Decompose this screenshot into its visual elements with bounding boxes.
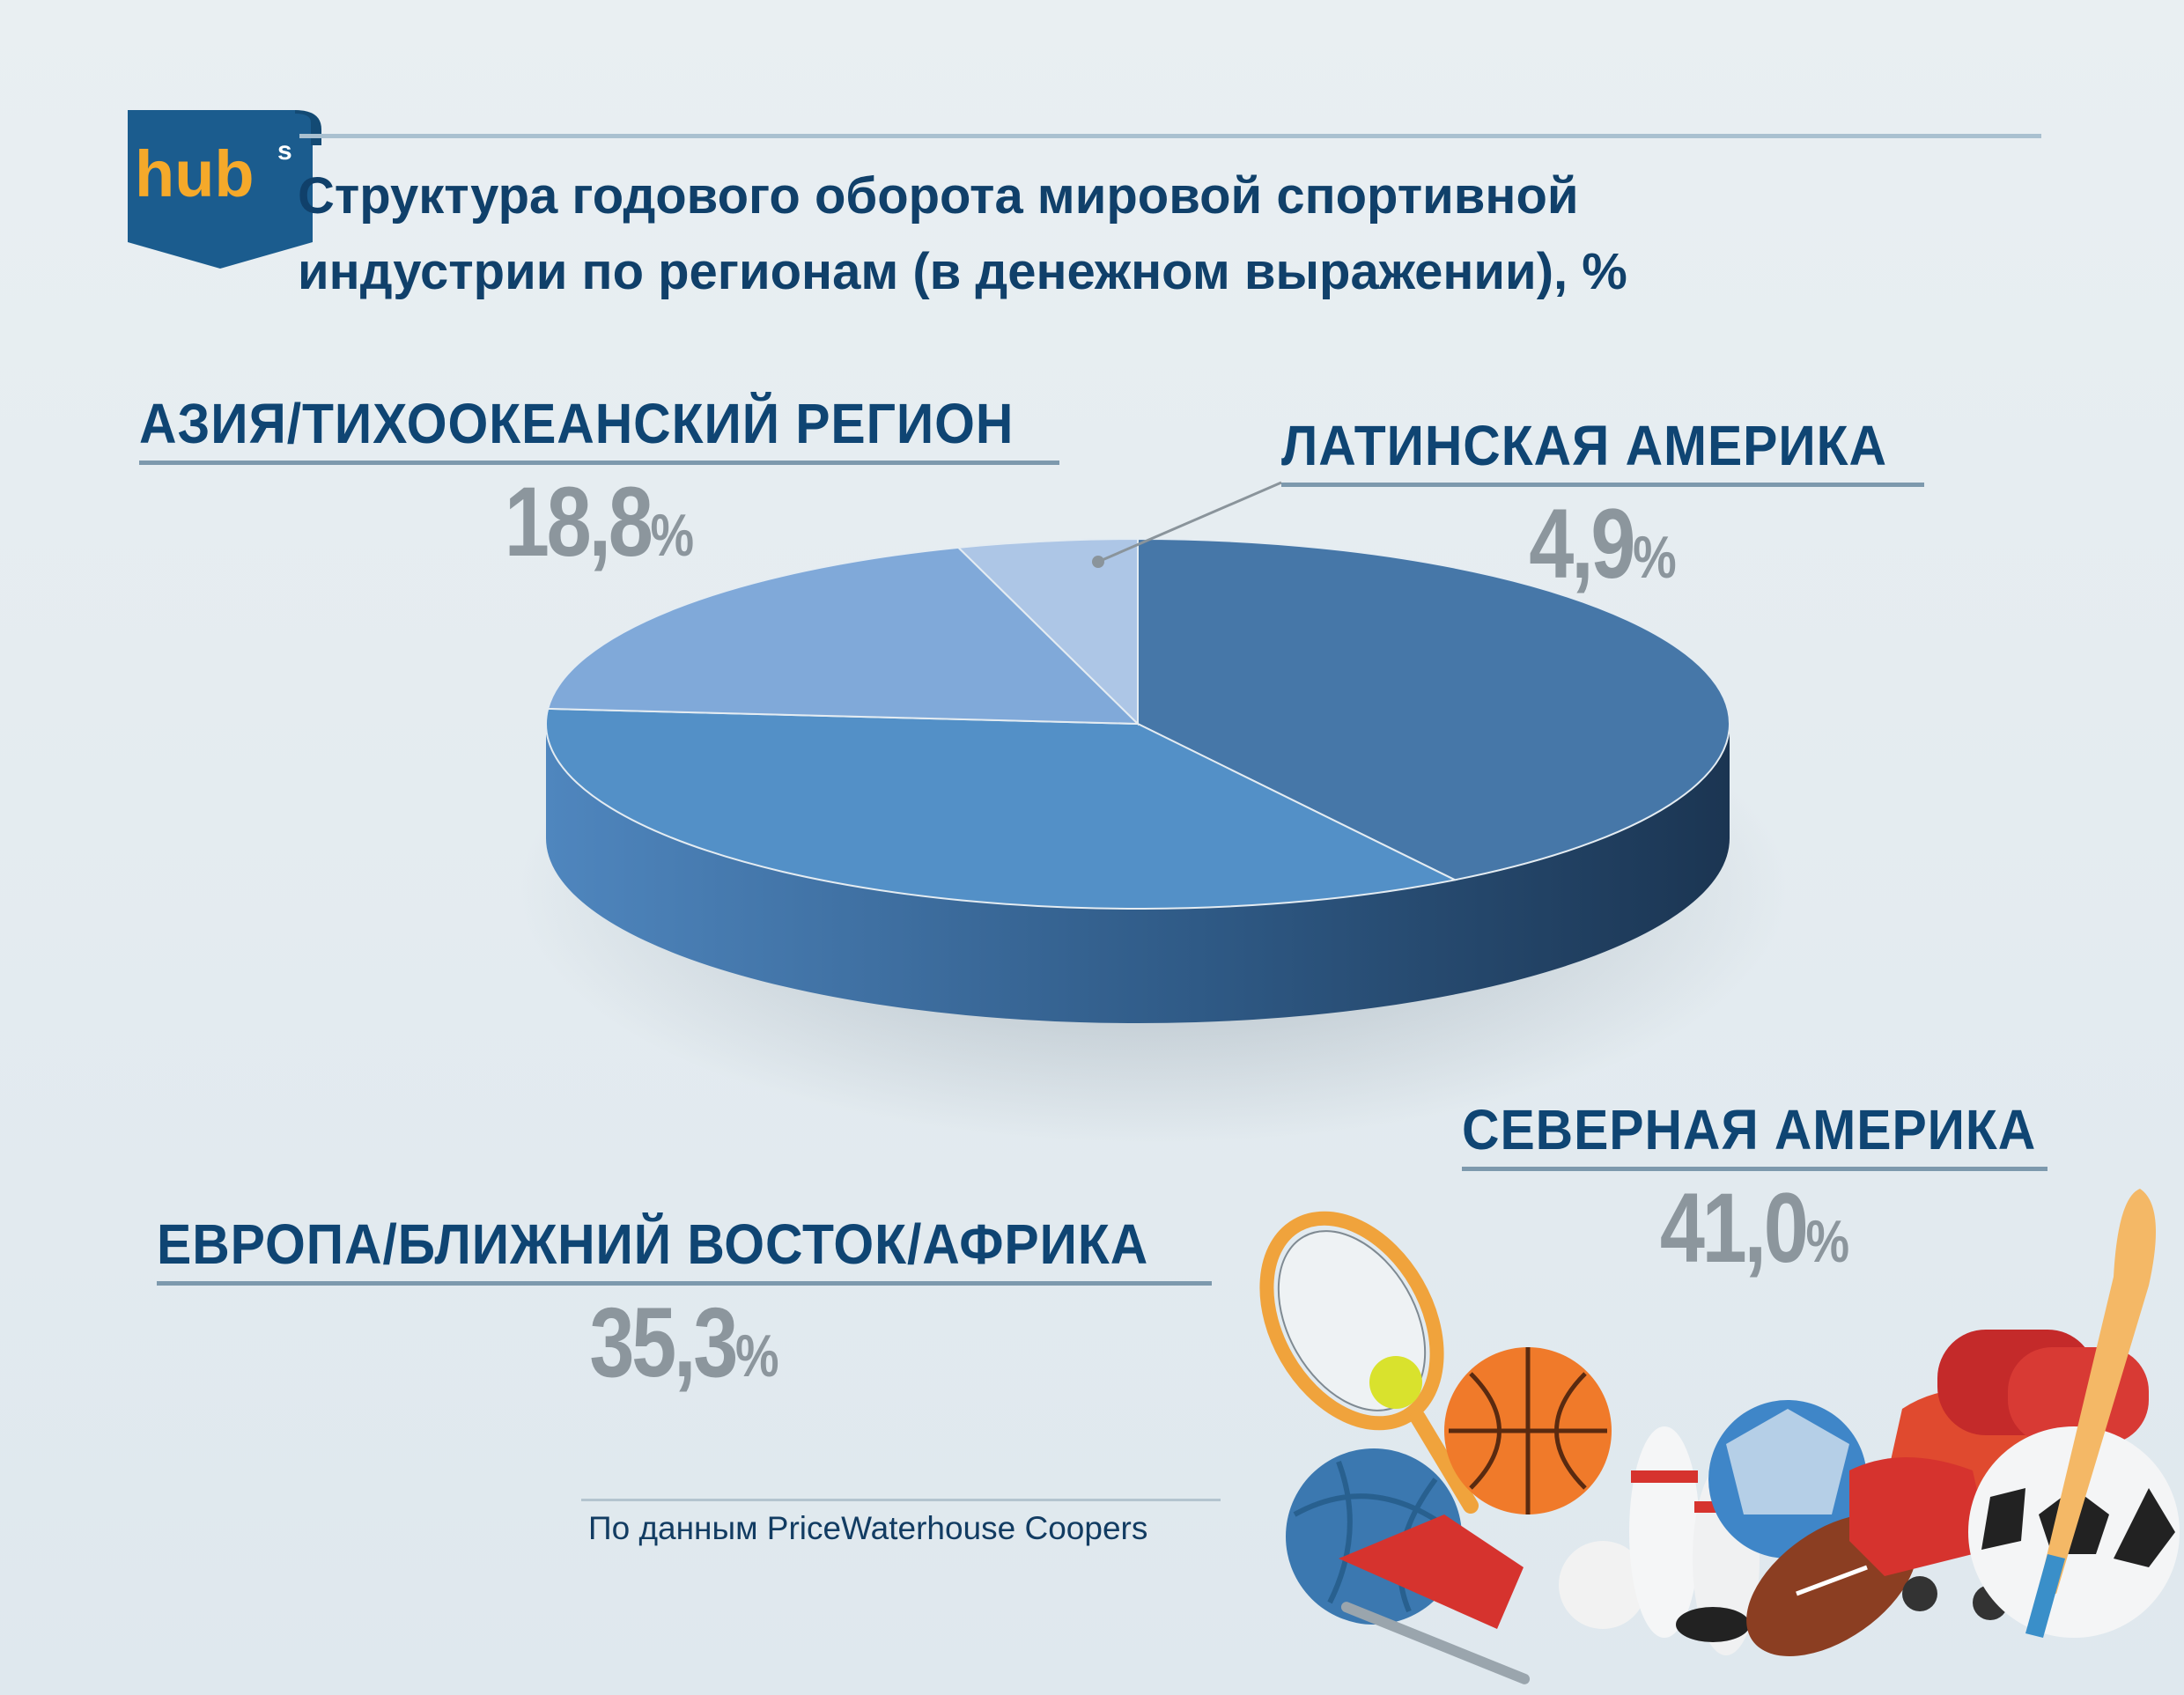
logo-text: hub	[135, 137, 255, 210]
label-asia-pacific: АЗИЯ/ТИХООКЕАНСКИЙ РЕГИОН 18,8%	[139, 390, 1059, 593]
chart-title-line-2: индустрии по регионам (в денежном выраже…	[298, 243, 1627, 300]
hockey-puck-icon	[1676, 1607, 1750, 1642]
pie-slice-1	[545, 707, 1458, 910]
header-divider	[299, 134, 2041, 138]
slice-value-latin-america: 4,9%	[1529, 489, 1677, 599]
hubs-logo: hub s	[128, 110, 321, 269]
slice-value-europe-middle-east-africa: 35,3%	[589, 1287, 779, 1397]
latam-leader-dot	[1092, 556, 1104, 568]
slice-label-north-america: СЕВЕРНАЯ АМЕРИКА	[1462, 1098, 2037, 1161]
chart-title: Структура годового оборота мировой спорт…	[298, 158, 1971, 310]
slice-label-latin-america: ЛАТИНСКАЯ АМЕРИКА	[1281, 414, 1887, 477]
slice-label-asia-pacific: АЗИЯ/ТИХООКЕАНСКИЙ РЕГИОН	[139, 392, 1015, 455]
latam-leader-line	[1097, 481, 1282, 564]
bowling-pin-icon	[1629, 1426, 1700, 1638]
label-europe-middle-east-africa: ЕВРОПА/БЛИЖНИЙ ВОСТОК/АФРИКА 35,3%	[157, 1211, 1212, 1413]
tennis-ball-icon	[1369, 1356, 1422, 1409]
pie-slice-2	[546, 546, 1140, 726]
pie-side-wall	[546, 724, 1730, 1023]
slice-value-north-america: 41,0%	[1659, 1173, 1850, 1283]
source-note: По данным PriceWaterhouse Coopers	[588, 1510, 1148, 1546]
source-divider	[581, 1499, 1221, 1501]
label-underline	[1281, 483, 1924, 487]
label-latin-america: ЛАТИНСКАЯ АМЕРИКА 4,9%	[1281, 412, 1924, 615]
label-underline	[1462, 1167, 2048, 1171]
slice-value-asia-pacific: 18,8%	[504, 467, 695, 577]
baseball-icon	[1559, 1541, 1647, 1629]
sports-equipment-illustration	[1259, 1189, 2180, 1684]
pie-slice-0	[1137, 537, 1730, 881]
label-underline	[139, 461, 1059, 465]
chart-title-line-1: Структура годового оборота мировой спорт…	[298, 167, 1579, 225]
label-underline	[157, 1281, 1212, 1286]
pie-slice-3	[956, 537, 1139, 726]
ice-skate-icon	[1339, 1514, 1524, 1629]
slice-label-europe-middle-east-africa: ЕВРОПА/БЛИЖНИЙ ВОСТОК/АФРИКА	[157, 1212, 1149, 1276]
label-north-america: СЕВЕРНАЯ АМЕРИКА 41,0%	[1462, 1096, 2048, 1299]
logo-superscript: s	[277, 136, 292, 166]
baseball-bat-icon	[2039, 1189, 2156, 1594]
